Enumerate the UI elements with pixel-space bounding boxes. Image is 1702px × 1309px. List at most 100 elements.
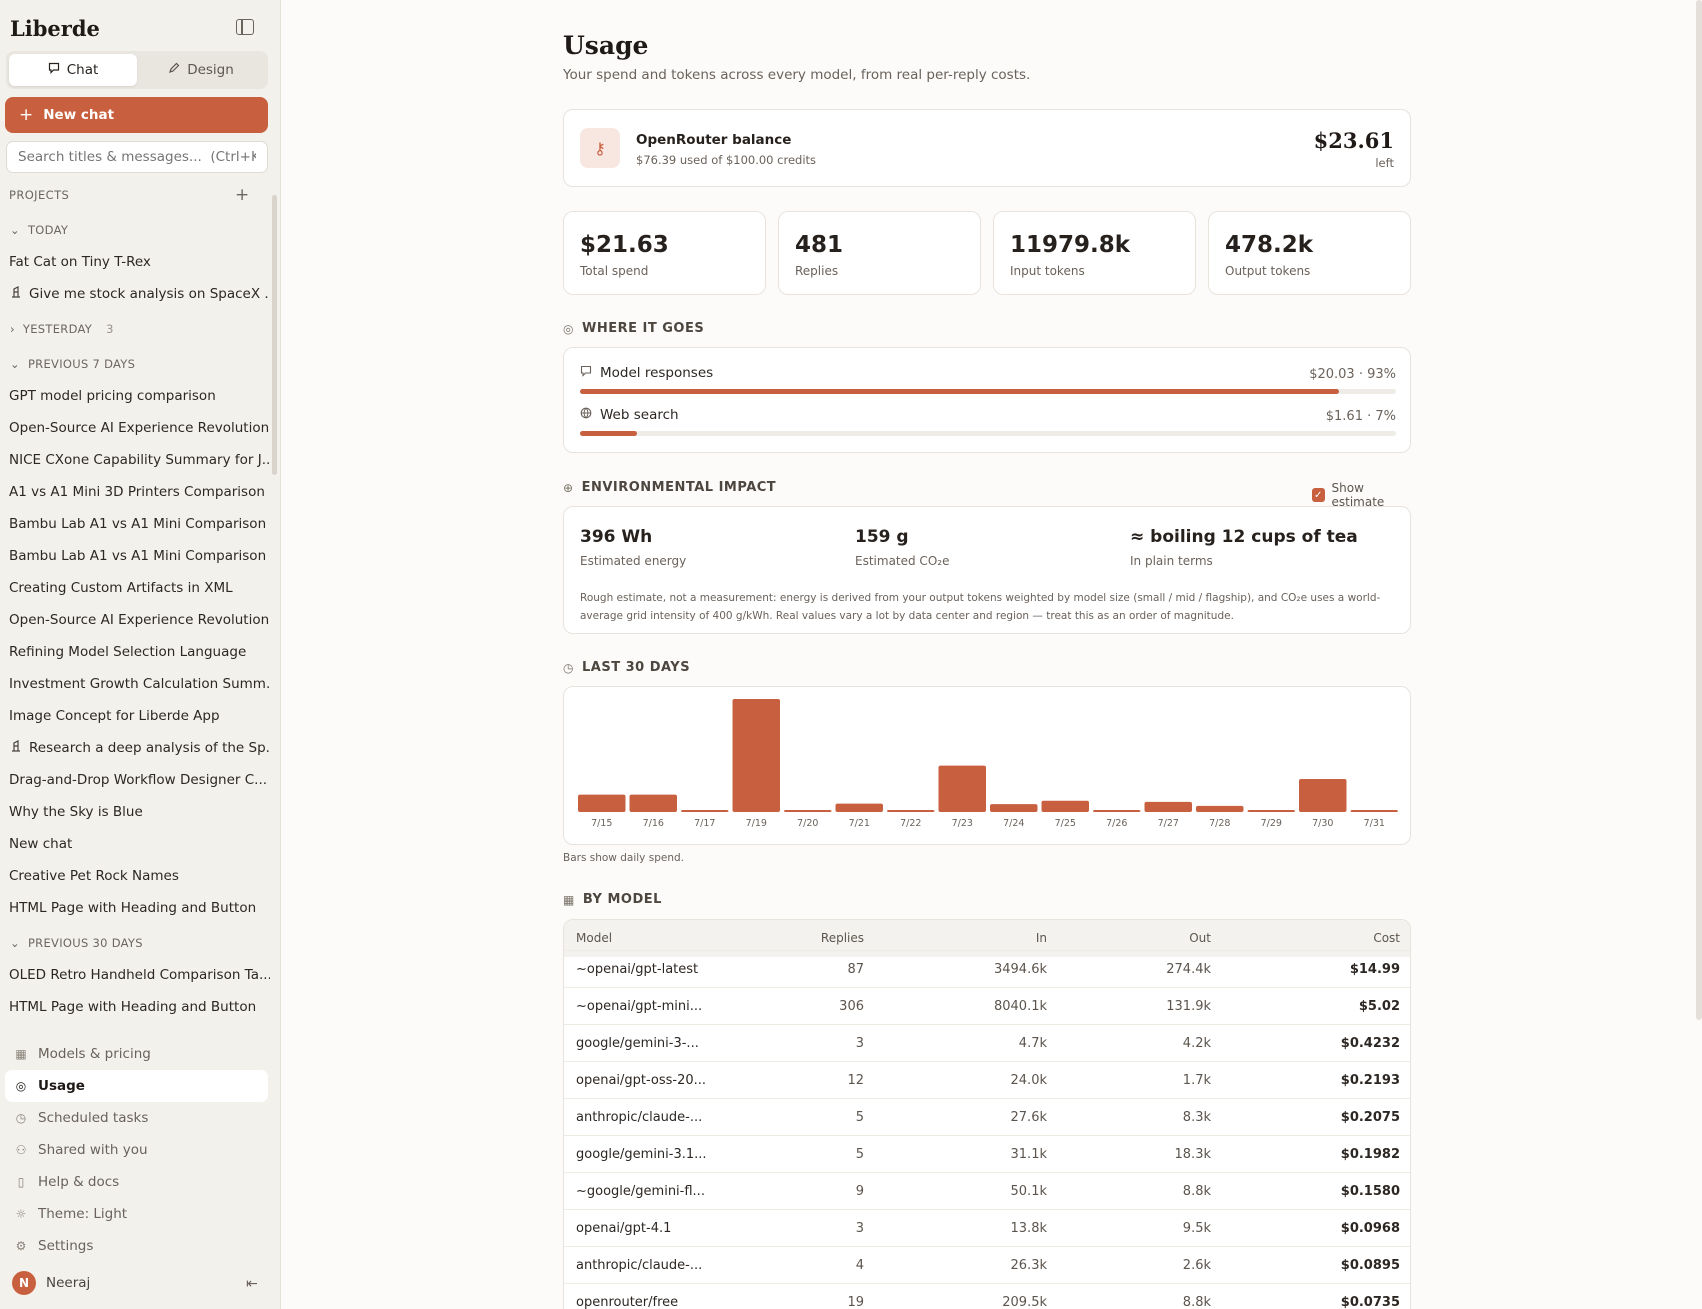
col-cost[interactable]: Cost [1373, 931, 1400, 945]
bar-7/26[interactable] [1093, 810, 1141, 812]
list-item[interactable]: Fat Cat on Tiny T-Rex [0, 246, 270, 278]
input-tokens: 8040.1k [993, 999, 1047, 1014]
cost: $0.0735 [1340, 1295, 1400, 1309]
clock-icon: ◷ [563, 660, 574, 675]
list-item[interactable]: HTML Page with Heading and Button [0, 991, 270, 1020]
search-input[interactable] [6, 141, 268, 173]
tab-chat[interactable]: Chat [9, 54, 137, 86]
show-estimate-toggle[interactable]: ✓ Show estimate [1312, 481, 1411, 509]
nav-help-docs[interactable]: ▯ Help & docs [5, 1166, 268, 1198]
table-row[interactable]: ~google/gemini-fl... 9 50.1k 8.8k $0.1580 [564, 1172, 1410, 1209]
list-item[interactable]: Bambu Lab A1 vs A1 Mini Comparison [0, 508, 270, 540]
bar-7/27[interactable] [1144, 801, 1193, 812]
list-item[interactable]: NICE CXone Capability Summary for J... [0, 444, 270, 476]
table-row[interactable]: openrouter/free 19 209.5k 8.8k $0.0735 [564, 1283, 1410, 1309]
grid-icon: ▦ [563, 892, 575, 907]
output-tokens: 274.4k [1166, 962, 1211, 977]
group-label: YESTERDAY [22, 322, 93, 336]
bar-7/15[interactable] [578, 794, 626, 812]
list-item[interactable]: Investment Growth Calculation Summ... [0, 668, 270, 700]
col-model[interactable]: Model [576, 931, 613, 945]
group-count: 3 [106, 322, 114, 336]
nav-usage[interactable]: ◎ Usage [5, 1070, 268, 1102]
list-item[interactable]: Why the Sky is Blue [0, 796, 270, 828]
list-item[interactable]: New chat [0, 828, 270, 860]
model-name: ~openai/gpt-mini... [576, 999, 703, 1014]
table-row[interactable]: openai/gpt-oss-20... 12 24.0k 1.7k $0.2193 [564, 1061, 1410, 1098]
sidebar-scrollbar[interactable] [272, 195, 277, 475]
nav-settings[interactable]: ⚙ Settings [5, 1230, 268, 1262]
list-item[interactable]: Bambu Lab A1 vs A1 Mini Comparison [0, 540, 270, 572]
tab-design[interactable]: Design [137, 54, 265, 86]
user-profile[interactable]: N Neeraj [12, 1271, 90, 1295]
page-scrollbar[interactable] [1696, 0, 1702, 1020]
bar-7/16[interactable] [629, 794, 678, 812]
logout-icon[interactable]: ⇤ [246, 1276, 258, 1292]
by-model-heading: ▦ BY MODEL [563, 892, 662, 907]
group-yesterday[interactable]: › YESTERDAY 3 [0, 313, 270, 345]
list-item[interactable]: Refining Model Selection Language [0, 636, 270, 668]
table-row[interactable]: anthropic/claude-... 5 27.6k 8.3k $0.2075 [564, 1098, 1410, 1135]
bar-7/28[interactable] [1196, 805, 1244, 812]
col-replies[interactable]: Replies [820, 931, 864, 945]
nav-shared-with-you[interactable]: ⚇ Shared with you [5, 1134, 268, 1166]
table-row[interactable]: anthropic/claude-... 4 26.3k 2.6k $0.0895 [564, 1246, 1410, 1283]
bar-7/22[interactable] [887, 810, 935, 812]
nav-theme[interactable]: ☼ Theme: Light [5, 1198, 268, 1230]
bar-7/30[interactable] [1299, 778, 1347, 812]
spend-row-web-search: Web search $1.61 · 7% [580, 407, 1396, 436]
bar-7/17[interactable] [681, 810, 729, 812]
list-item[interactable]: Drag-and-Drop Workflow Designer C... [0, 764, 270, 796]
model-name: anthropic/claude-... [576, 1258, 703, 1273]
list-item[interactable]: Open-Source AI Experience Revolution [0, 604, 270, 636]
bar-7/21[interactable] [835, 803, 884, 812]
bar-7/20[interactable] [784, 810, 832, 812]
input-tokens: 13.8k [1010, 1221, 1047, 1236]
model-name: google/gemini-3-... [576, 1036, 699, 1051]
list-item[interactable]: GPT model pricing comparison [0, 380, 270, 412]
list-item[interactable]: Image Concept for Liberde App [0, 700, 270, 732]
table-row[interactable]: google/gemini-3.1... 5 31.1k 18.3k $0.1982 [564, 1135, 1410, 1172]
bar-7/25[interactable] [1041, 800, 1090, 812]
group-today[interactable]: ⌄ TODAY [0, 214, 270, 246]
bar-7/24[interactable] [990, 804, 1038, 812]
x-tick-label: 7/22 [900, 818, 921, 829]
list-item[interactable]: Open-Source AI Experience Revolution [0, 412, 270, 444]
bar-7/19[interactable] [732, 699, 781, 812]
x-tick-label: 7/27 [1158, 818, 1179, 829]
table-row[interactable]: google/gemini-3-... 3 4.7k 4.2k $0.4232 [564, 1024, 1410, 1061]
nav-scheduled-tasks[interactable]: ◷ Scheduled tasks [5, 1102, 268, 1134]
col-out[interactable]: Out [1189, 931, 1211, 945]
list-item[interactable]: Give me stock analysis on SpaceX ... [0, 278, 270, 310]
pencil-icon [168, 62, 180, 78]
list-item[interactable]: OLED Retro Handheld Comparison Ta... [0, 959, 270, 991]
checkbox-checked-icon[interactable]: ✓ [1312, 488, 1325, 502]
bar-7/31[interactable] [1350, 810, 1399, 812]
table-row[interactable]: ~openai/gpt-latest 87 3494.6k 274.4k $14.99 [564, 950, 1410, 987]
estimate-disclaimer: Rough estimate, not a measurement: energ… [580, 592, 1381, 622]
list-item[interactable]: A1 vs A1 Mini 3D Printers Comparison [0, 476, 270, 508]
list-item[interactable]: HTML Page with Heading and Button [0, 892, 270, 924]
bar-7/23[interactable] [938, 765, 987, 812]
chat-icon [580, 365, 592, 381]
chat-title: New chat [9, 836, 73, 852]
table-row[interactable]: ~openai/gpt-mini... 306 8040.1k 131.9k $5.02 [564, 987, 1410, 1024]
list-item[interactable]: Creative Pet Rock Names [0, 860, 270, 892]
sidebar-toggle-icon[interactable] [236, 19, 254, 35]
list-item[interactable]: Creating Custom Artifacts in XML [0, 572, 270, 604]
x-tick-label: 7/20 [797, 818, 818, 829]
group-previous-30-days[interactable]: ⌄ PREVIOUS 30 DAYS [0, 927, 270, 959]
col-in[interactable]: In [1035, 931, 1047, 945]
stat-label: Input tokens [1010, 264, 1085, 278]
tab-design-label: Design [187, 62, 234, 78]
new-chat-button[interactable]: + New chat [5, 97, 268, 133]
model-name: anthropic/claude-... [576, 1110, 703, 1125]
group-previous-7-days[interactable]: ⌄ PREVIOUS 7 DAYS [0, 348, 270, 380]
bar-7/29[interactable] [1247, 810, 1296, 812]
nav-models-pricing[interactable]: ▦ Models & pricing [5, 1038, 268, 1070]
add-project-icon[interactable]: + [235, 185, 250, 205]
table-row[interactable]: openai/gpt-4.1 3 13.8k 9.5k $0.0968 [564, 1209, 1410, 1246]
stat-value: 11979.8k [1010, 232, 1131, 258]
stat-value: $21.63 [580, 232, 669, 258]
list-item[interactable]: Research a deep analysis of the Sp... [0, 732, 270, 764]
